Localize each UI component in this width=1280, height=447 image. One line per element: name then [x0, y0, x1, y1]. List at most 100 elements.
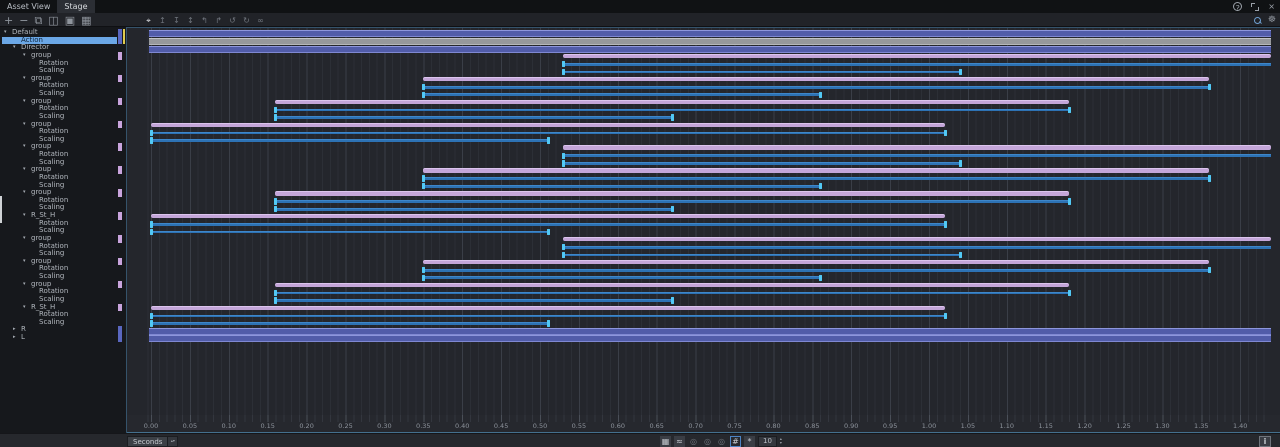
keyframe-marker[interactable] [150, 129, 153, 137]
tree-item-scaling[interactable]: Scaling [0, 295, 126, 304]
keyframe-marker[interactable] [959, 160, 963, 167]
dopesheet-icon[interactable]: ▦ [660, 435, 671, 447]
chevron-down-icon[interactable]: ▾ [23, 234, 26, 241]
group-summary-bar[interactable] [275, 282, 1070, 288]
settings-gear-icon[interactable]: ☸ [1267, 14, 1276, 25]
keyframe-marker[interactable] [150, 137, 153, 144]
keyframe-marker[interactable] [943, 312, 947, 320]
tree-item-rotation[interactable]: Rotation [0, 105, 126, 113]
group-summary-bar[interactable] [151, 305, 945, 310]
help-icon[interactable]: ? [1233, 2, 1243, 13]
tree-item-r_st_h[interactable]: ▾ R_St_H [0, 303, 126, 312]
tab-stage[interactable]: Stage [57, 0, 95, 13]
keyframe-marker[interactable] [546, 228, 550, 236]
paste-icon[interactable]: ◫ [48, 13, 59, 27]
property-track-bar[interactable] [275, 291, 1070, 295]
keyframe-marker[interactable] [1208, 266, 1212, 274]
chevron-down-icon[interactable]: ▾ [23, 120, 26, 127]
shift-right-icon[interactable]: ↱ [215, 15, 222, 25]
curve-editor-icon[interactable]: ≈ [674, 435, 685, 447]
snap-magnet-icon[interactable]: * [744, 435, 755, 447]
tree-item-rotation[interactable]: Rotation [0, 173, 126, 182]
tree-item-rotation[interactable]: Rotation [0, 128, 126, 136]
chevron-down-icon[interactable]: ▾ [23, 74, 26, 81]
keyframe-marker[interactable] [274, 198, 278, 205]
tree-item-group[interactable]: ▾ group [0, 74, 126, 83]
chevron-down-icon[interactable]: ▾ [23, 257, 26, 264]
property-track-bar[interactable] [563, 245, 1272, 249]
keyframe-marker[interactable] [422, 83, 426, 91]
clip-bar-r[interactable] [149, 327, 1271, 335]
keyframe-marker[interactable] [546, 320, 550, 327]
snap-grid-icon[interactable]: # [730, 435, 741, 447]
tree-item-group[interactable]: ▾ group [0, 143, 126, 151]
tree-item-rotation[interactable]: Rotation [0, 265, 126, 273]
property-track-bar[interactable] [423, 184, 821, 188]
property-track-bar[interactable] [423, 85, 1210, 89]
copy-icon[interactable]: ⧉ [34, 13, 43, 27]
tree-item-scaling[interactable]: Scaling [0, 272, 126, 281]
chevron-right-icon[interactable]: ▸ [13, 334, 16, 340]
tree-item-rotation[interactable]: Rotation [0, 82, 126, 90]
keyframe-marker[interactable] [819, 183, 823, 190]
property-track-bar[interactable] [563, 154, 1272, 158]
keyframe-marker[interactable] [562, 244, 566, 251]
property-track-bar[interactable] [423, 93, 821, 97]
group-summary-bar[interactable] [423, 76, 1210, 82]
fps-value[interactable]: 10 [758, 435, 777, 447]
keyframe-marker[interactable] [422, 274, 426, 281]
keyframe-marker[interactable] [150, 312, 153, 320]
property-track-bar[interactable] [151, 322, 548, 325]
keyframe-marker[interactable] [671, 297, 675, 304]
tree-item-scaling[interactable]: Scaling [0, 204, 126, 212]
onion-skin-1-icon[interactable]: ◎ [690, 436, 697, 446]
tree-item-group[interactable]: ▾ group [0, 257, 126, 266]
tree-item-group[interactable]: ▾ group [0, 189, 126, 197]
tree-item-scaling[interactable]: Scaling [0, 181, 126, 190]
keyframe-marker[interactable] [422, 266, 426, 274]
property-track-bar[interactable] [275, 299, 673, 303]
tree-item-group[interactable]: ▾ group [0, 280, 126, 289]
keyframe-marker[interactable] [150, 228, 153, 236]
property-track-bar[interactable] [275, 108, 1070, 112]
keyframe-marker[interactable] [150, 320, 153, 327]
tree-item-group[interactable]: ▾ group [0, 234, 126, 243]
clip-bar-l[interactable] [149, 335, 1271, 343]
left-scrollbar[interactable] [0, 196, 2, 223]
property-track-bar[interactable] [563, 253, 961, 257]
add-icon[interactable]: + [4, 13, 14, 27]
property-track-bar[interactable] [151, 223, 945, 226]
tree-item-scaling[interactable]: Scaling [0, 89, 126, 98]
property-track-bar[interactable] [151, 230, 548, 234]
keyframe-marker[interactable] [1068, 289, 1072, 297]
chevron-down-icon[interactable]: ▾ [23, 143, 26, 150]
tree-item-rotation[interactable]: Rotation [0, 288, 126, 296]
tree-item-scaling[interactable]: Scaling [0, 112, 126, 121]
keyframe-marker[interactable] [562, 160, 566, 167]
tree-item-rotation[interactable]: Rotation [0, 59, 126, 68]
keyframe-marker[interactable] [959, 68, 963, 76]
time-unit-stepper[interactable]: ▴▾ [167, 435, 179, 447]
property-track-bar[interactable] [275, 116, 673, 120]
keyframe-marker[interactable] [422, 91, 426, 98]
group-summary-bar[interactable] [423, 259, 1210, 265]
tree-item-rotation[interactable]: Rotation [0, 311, 126, 319]
clip-bar-action[interactable] [149, 38, 1271, 45]
property-track-bar[interactable] [423, 268, 1210, 272]
film-icon[interactable]: ▦ [81, 13, 92, 27]
time-unit-select[interactable]: Seconds ▴▾ [127, 435, 179, 447]
keyframe-move-icon[interactable]: ↕ [187, 15, 194, 25]
keyframe-marker[interactable] [1068, 198, 1072, 205]
tree-item-r_st_h[interactable]: ▾ R_St_H [0, 211, 126, 220]
property-track-bar[interactable] [151, 139, 548, 142]
tree-item-r[interactable]: ▸ R [0, 326, 126, 334]
chevron-down-icon[interactable]: ▾ [23, 97, 26, 104]
tree-item-group[interactable]: ▾ group [0, 97, 126, 106]
close-icon[interactable]: × [1268, 2, 1275, 11]
keyframe-marker[interactable] [959, 251, 963, 259]
keyframe-remove-icon[interactable]: ↧ [173, 15, 180, 25]
keyframe-marker[interactable] [819, 91, 823, 98]
loop-icon[interactable]: ∞ [257, 15, 264, 25]
keyframe-marker[interactable] [546, 137, 550, 144]
keyframe-marker[interactable] [671, 205, 675, 213]
